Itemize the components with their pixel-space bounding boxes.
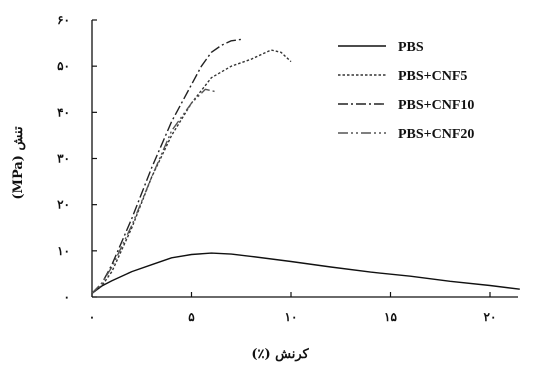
- series-line-pbs-cnf10: [91, 38, 242, 294]
- x-axis-label: کرنش (٪): [251, 347, 309, 362]
- x-tick-label: ۲۰: [484, 310, 497, 324]
- x-tick-label: ۰: [89, 310, 95, 324]
- y-tick-label: ۰: [64, 290, 70, 304]
- series-line-pbs: [91, 252, 520, 294]
- y-tick-label: ۱۰: [57, 244, 70, 258]
- y-tick-label: ۳۰: [57, 152, 70, 166]
- legend-label: PBS+CNF20: [398, 127, 474, 142]
- axes: ۰ ۱۰ ۲۰ ۳۰ ۴۰ ۵۰ ۶۰ ۰ ۵ ۱۰ ۱۵ ۲۰: [57, 13, 518, 324]
- series-line-pbs-cnf5: [91, 49, 292, 294]
- legend-label: PBS+CNF10: [398, 98, 474, 113]
- series-line-pbs-cnf20: [91, 88, 216, 294]
- legend: PBS PBS+CNF5 PBS+CNF10 PBS+CNF20: [338, 40, 474, 142]
- x-tick-label: ۱۰: [285, 310, 298, 324]
- y-tick-label: ۵۰: [57, 59, 70, 73]
- x-tick-label: ۱۵: [384, 310, 397, 324]
- legend-label: PBS+CNF5: [398, 69, 467, 84]
- legend-label: PBS: [398, 40, 424, 55]
- y-tick-label: ۴۰: [57, 105, 70, 119]
- x-tick-label: ۵: [188, 310, 195, 324]
- y-tick-label: ۶۰: [57, 13, 70, 27]
- y-axis-label: تنش (MPa): [11, 126, 26, 200]
- series-layer: [91, 38, 520, 294]
- y-tick-label: ۲۰: [57, 198, 70, 212]
